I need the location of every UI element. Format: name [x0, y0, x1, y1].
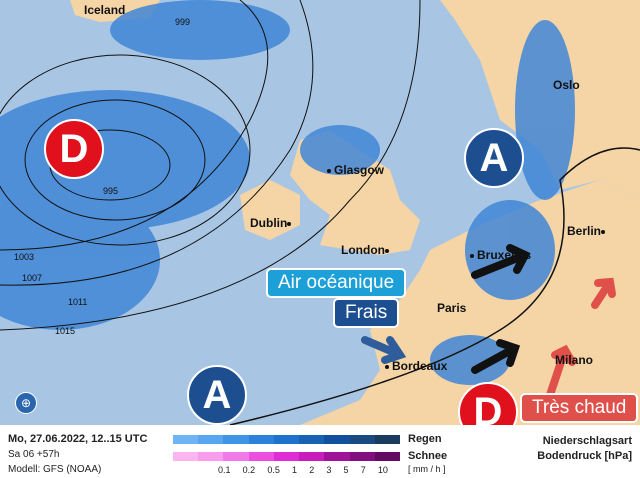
legend: Mo, 27.06.2022, 12..15 UTC Sa 06 +57h Mo…	[0, 425, 640, 478]
isobar-label: 999	[175, 17, 191, 27]
rain-swatch	[173, 435, 199, 444]
hot-air-arrow-1	[546, 344, 576, 399]
city-oslo: Oslo	[553, 78, 580, 92]
isobar-label: 1007	[22, 273, 43, 283]
rain-swatch	[349, 435, 375, 444]
city-bordeaux: Bordeaux	[385, 359, 447, 373]
isobar-label: 1011	[68, 297, 88, 307]
snow-label: Schnee	[408, 450, 448, 462]
rain-swatch	[248, 435, 274, 444]
tick-label: 3	[326, 465, 332, 475]
snow-swatch	[349, 452, 375, 461]
map-graphics	[0, 0, 640, 425]
snow-scale	[173, 452, 400, 461]
tick-label: 0.1	[218, 465, 231, 475]
legend-title-pressure: Bodendruck [hPa]	[537, 450, 632, 462]
snow-swatch	[173, 452, 199, 461]
snow-swatch	[324, 452, 350, 461]
tick-label: 0.2	[242, 465, 256, 475]
tick-label: 0.5	[267, 465, 280, 475]
snow-swatch	[198, 452, 224, 461]
snow-swatch	[273, 452, 300, 461]
model-run: Sa 06 +57h	[8, 449, 60, 460]
tag-hot: Très chaud	[520, 393, 639, 423]
globe-icon[interactable]: ⊕	[15, 392, 37, 414]
scale-ticks: 0.1 0.2 0.5 1 2 3 5 7 10	[218, 465, 388, 475]
city-milano: Milano	[555, 353, 593, 367]
isobar-label: 1015	[55, 326, 76, 336]
unit-label: [ mm / h ]	[408, 464, 446, 474]
rain-swatch	[223, 435, 249, 444]
legend-title-type: Niederschlagsart	[542, 435, 632, 447]
rain-label: Regen	[408, 433, 442, 445]
tick-label: 10	[377, 465, 388, 475]
warm-air-arrow-2	[471, 339, 521, 374]
tick-label: 1	[292, 465, 298, 475]
tag-oceanic-air: Air océanique	[266, 268, 407, 298]
tick-label: 5	[343, 465, 349, 475]
snow-swatch	[374, 452, 400, 461]
tag-cool: Frais	[333, 298, 400, 328]
city-berlin: Berlin	[567, 224, 608, 238]
model-name: Modell: GFS (NOAA)	[8, 464, 102, 475]
isobar-label: 1003	[14, 252, 35, 262]
low-pressure-center: D	[44, 119, 104, 179]
snow-swatch	[299, 452, 325, 461]
high-pressure-center: A	[187, 365, 247, 425]
weather-map: Iceland Glasgow Dublin London Bruxelles …	[0, 0, 640, 425]
rain-swatch	[299, 435, 325, 444]
label-iceland: Iceland	[84, 3, 126, 17]
snow-swatch	[248, 452, 274, 461]
tick-label: 7	[360, 465, 366, 475]
rain-swatch	[324, 435, 350, 444]
hot-air-arrow-2	[591, 277, 616, 309]
city-glasgow: Glasgow	[327, 163, 384, 177]
city-dublin: Dublin	[250, 216, 294, 230]
rain-swatch	[374, 435, 400, 444]
isobars	[0, 0, 640, 425]
datetime: Mo, 27.06.2022, 12..15 UTC	[8, 433, 148, 445]
snow-swatch	[223, 452, 249, 461]
rain-swatch	[273, 435, 300, 444]
tick-label: 2	[309, 465, 315, 475]
rain-scale	[173, 435, 400, 444]
high-pressure-center: A	[464, 128, 524, 188]
city-london: London	[341, 243, 392, 257]
city-paris: Paris	[437, 301, 467, 315]
rain-swatch	[198, 435, 224, 444]
isobar-label: 995	[103, 186, 119, 196]
city-bruxelles: Bruxelles	[470, 248, 531, 262]
low-pressure-center: D	[458, 382, 518, 425]
